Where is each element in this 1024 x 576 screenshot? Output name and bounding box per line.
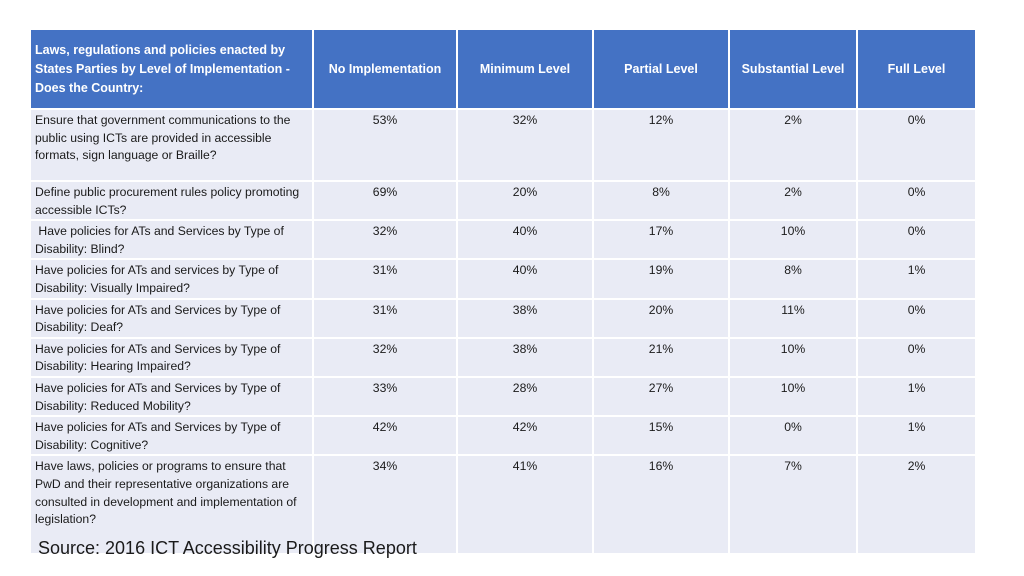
cell-no-implementation: 31% bbox=[313, 298, 458, 339]
cell-no-implementation: 34% bbox=[313, 455, 458, 556]
cell-full-level: 1% bbox=[857, 416, 975, 457]
cell-minimum-level: 38% bbox=[457, 298, 594, 339]
cell-full-level: 0% bbox=[857, 337, 975, 378]
cell-no-implementation: 69% bbox=[313, 181, 458, 222]
table-row: Have policies for ATs and Services by Ty… bbox=[31, 416, 975, 457]
row-label: Have policies for ATs and services by Ty… bbox=[31, 259, 314, 300]
table-row: Have policies for ATs and Services by Ty… bbox=[31, 220, 975, 261]
table-row: Have policies for ATs and Services by Ty… bbox=[31, 376, 975, 418]
row-label: Have laws, policies or programs to ensur… bbox=[31, 455, 314, 556]
table-header-row: Laws, regulations and policies enacted b… bbox=[31, 30, 975, 110]
cell-minimum-level: 42% bbox=[457, 416, 594, 457]
cell-full-level: 2% bbox=[857, 455, 975, 556]
cell-partial-level: 8% bbox=[593, 181, 730, 222]
cell-minimum-level: 32% bbox=[457, 109, 594, 182]
header-no-implementation: No Implementation bbox=[313, 30, 458, 110]
cell-partial-level: 15% bbox=[593, 416, 730, 457]
cell-substantial-level: 7% bbox=[729, 455, 858, 556]
header-minimum-level: Minimum Level bbox=[457, 30, 594, 110]
cell-full-level: 0% bbox=[857, 181, 975, 222]
implementation-table: Laws, regulations and policies enacted b… bbox=[31, 30, 975, 556]
cell-no-implementation: 42% bbox=[313, 416, 458, 457]
cell-no-implementation: 32% bbox=[313, 337, 458, 378]
cell-minimum-level: 20% bbox=[457, 181, 594, 222]
cell-substantial-level: 2% bbox=[729, 109, 858, 182]
cell-substantial-level: 8% bbox=[729, 259, 858, 300]
row-label: Have policies for ATs and Services by Ty… bbox=[31, 298, 314, 339]
cell-minimum-level: 40% bbox=[457, 259, 594, 300]
row-label: Ensure that government communications to… bbox=[31, 109, 314, 182]
cell-full-level: 1% bbox=[857, 259, 975, 300]
row-label: Have policies for ATs and Services by Ty… bbox=[31, 416, 314, 457]
cell-full-level: 0% bbox=[857, 109, 975, 182]
cell-substantial-level: 10% bbox=[729, 337, 858, 378]
table-row: Have policies for ATs and Services by Ty… bbox=[31, 298, 975, 339]
cell-full-level: 0% bbox=[857, 298, 975, 339]
row-label: Have policies for ATs and Services by Ty… bbox=[31, 220, 314, 261]
cell-partial-level: 20% bbox=[593, 298, 730, 339]
cell-partial-level: 19% bbox=[593, 259, 730, 300]
source-citation: Source: 2016 ICT Accessibility Progress … bbox=[38, 538, 417, 558]
header-substantial-level: Substantial Level bbox=[729, 30, 858, 110]
cell-no-implementation: 31% bbox=[313, 259, 458, 300]
cell-minimum-level: 40% bbox=[457, 220, 594, 261]
table-row: Have policies for ATs and Services by Ty… bbox=[31, 337, 975, 378]
table-row: Ensure that government communications to… bbox=[31, 109, 975, 182]
cell-partial-level: 17% bbox=[593, 220, 730, 261]
cell-partial-level: 27% bbox=[593, 376, 730, 418]
row-label: Have policies for ATs and Services by Ty… bbox=[31, 376, 314, 418]
cell-substantial-level: 10% bbox=[729, 220, 858, 261]
cell-substantial-level: 0% bbox=[729, 416, 858, 457]
header-partial-level: Partial Level bbox=[593, 30, 730, 110]
cell-substantial-level: 2% bbox=[729, 181, 858, 222]
implementation-table-container: Laws, regulations and policies enacted b… bbox=[31, 30, 975, 556]
table-row: Have laws, policies or programs to ensur… bbox=[31, 455, 975, 556]
row-label: Have policies for ATs and Services by Ty… bbox=[31, 337, 314, 378]
table-row: Define public procurement rules policy p… bbox=[31, 181, 975, 222]
cell-partial-level: 12% bbox=[593, 109, 730, 182]
cell-substantial-level: 11% bbox=[729, 298, 858, 339]
cell-full-level: 1% bbox=[857, 376, 975, 418]
cell-no-implementation: 32% bbox=[313, 220, 458, 261]
cell-substantial-level: 10% bbox=[729, 376, 858, 418]
cell-full-level: 0% bbox=[857, 220, 975, 261]
cell-no-implementation: 33% bbox=[313, 376, 458, 418]
cell-minimum-level: 28% bbox=[457, 376, 594, 418]
header-laws-regulations: Laws, regulations and policies enacted b… bbox=[31, 30, 314, 110]
row-label: Define public procurement rules policy p… bbox=[31, 181, 314, 222]
cell-no-implementation: 53% bbox=[313, 109, 458, 182]
cell-partial-level: 21% bbox=[593, 337, 730, 378]
header-full-level: Full Level bbox=[857, 30, 975, 110]
table-row: Have policies for ATs and services by Ty… bbox=[31, 259, 975, 300]
cell-minimum-level: 38% bbox=[457, 337, 594, 378]
cell-minimum-level: 41% bbox=[457, 455, 594, 556]
cell-partial-level: 16% bbox=[593, 455, 730, 556]
